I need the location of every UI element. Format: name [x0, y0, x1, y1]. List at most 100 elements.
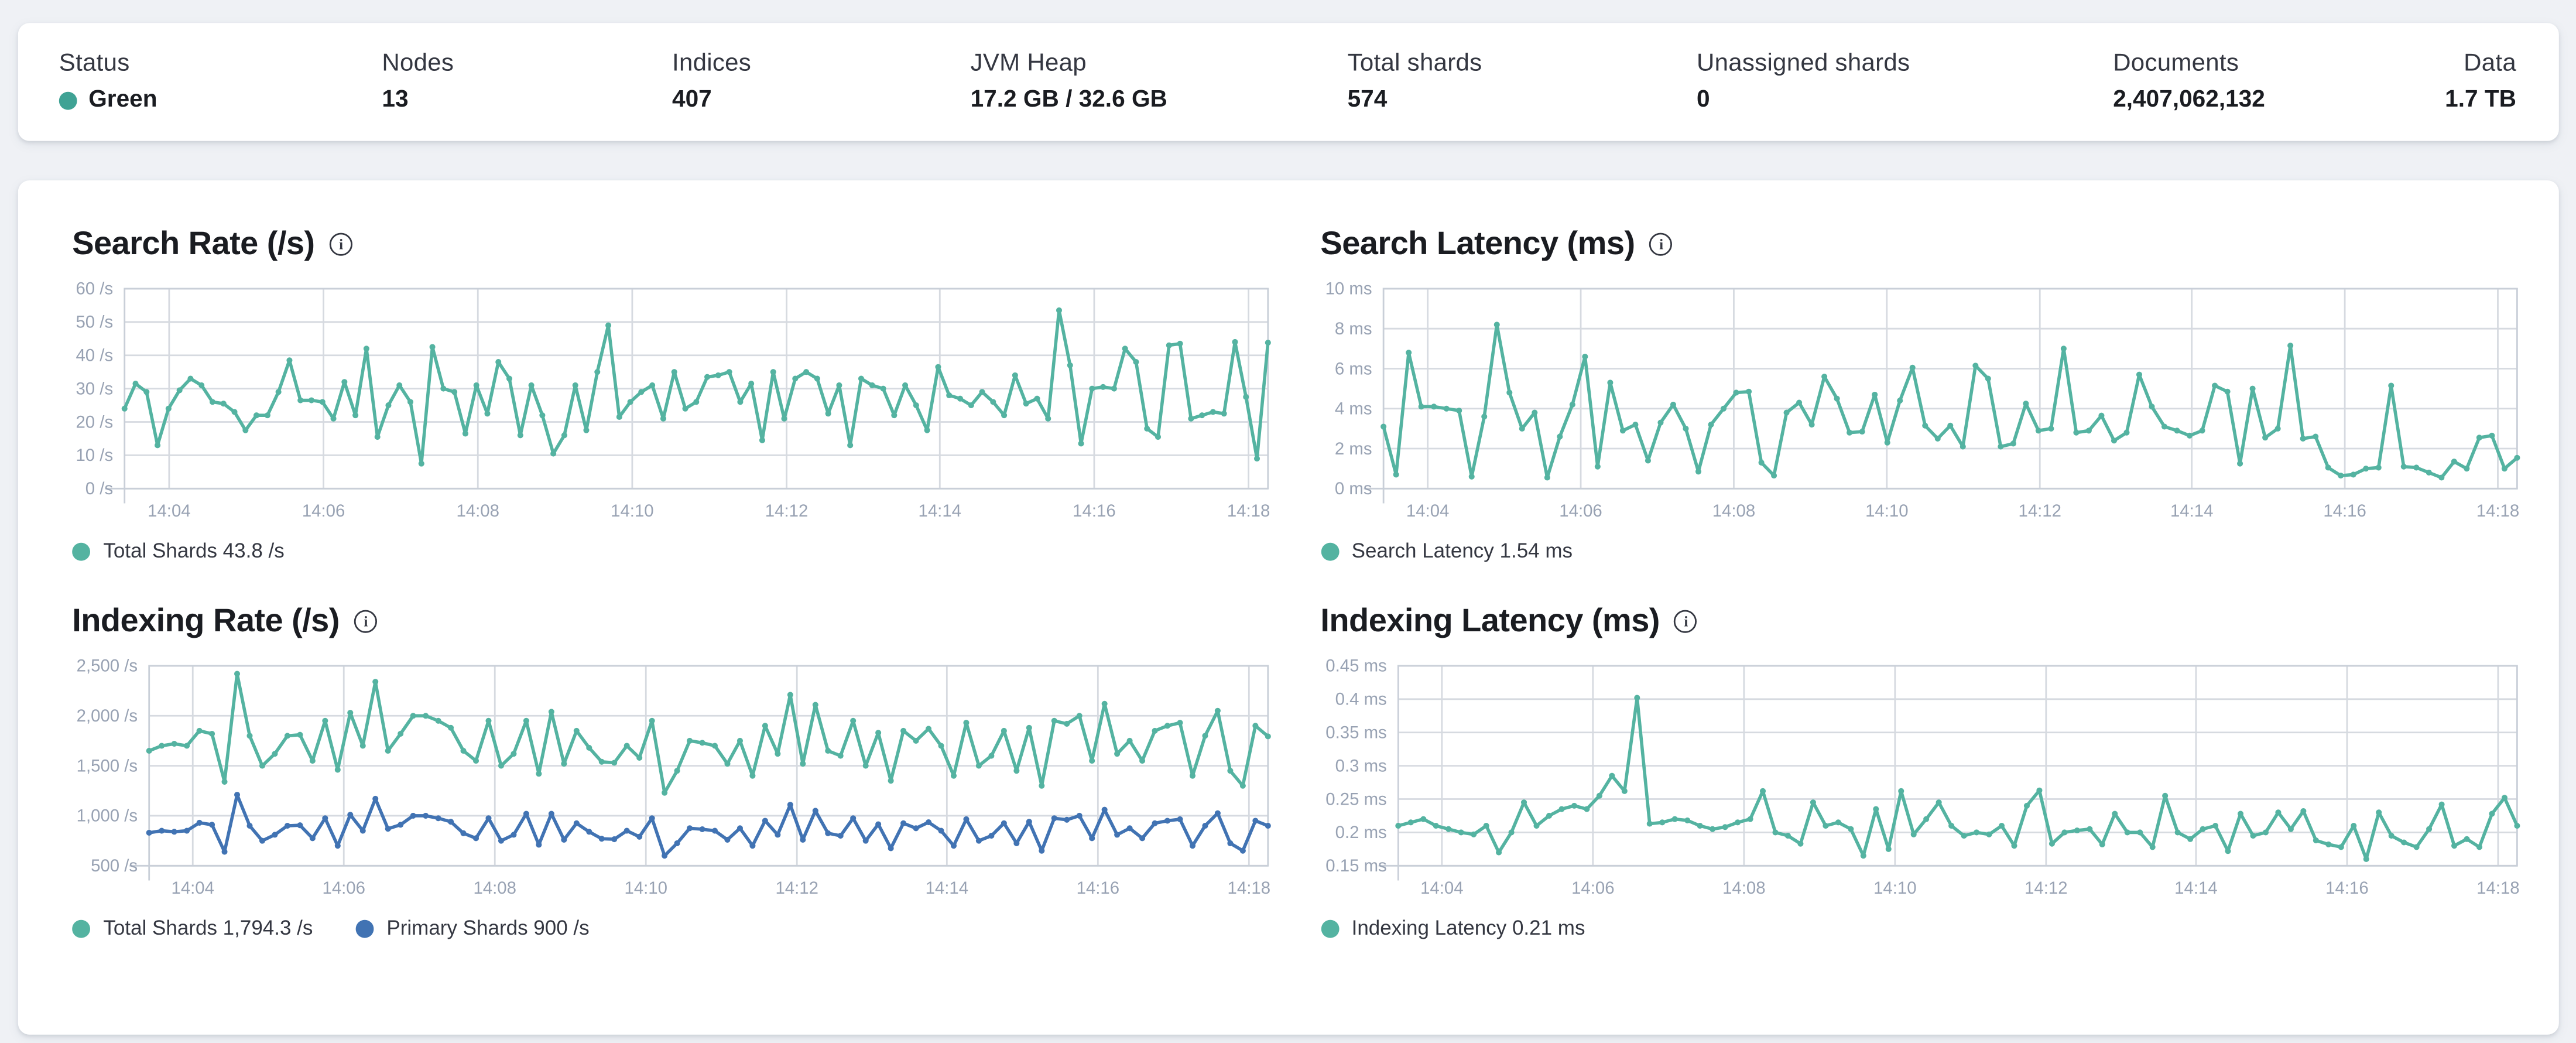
legend-dot-icon — [1320, 542, 1339, 560]
svg-text:10 /s: 10 /s — [76, 446, 113, 465]
chart-indexing-rate: Indexing Rate (/s) i 500 /s 1,000 /s 1,500… — [72, 600, 1271, 941]
stat-indices: Indices 407 — [672, 47, 971, 117]
stat-jvm-heap: JVM Heap 17.2 GB / 32.6 GB — [971, 47, 1348, 117]
legend-label: Search Latency 1.54 ms — [1351, 539, 1573, 563]
chart-plot[interactable]: 0 /s 10 /s 20 /s 30 /s 40 /s 50 /s 60 /s 14:04 1… — [72, 279, 1271, 526]
svg-text:0.35 ms: 0.35 ms — [1325, 723, 1386, 743]
svg-text:40 /s: 40 /s — [76, 346, 113, 365]
stat-nodes: Nodes 13 — [382, 47, 672, 117]
stat-label: Nodes — [382, 49, 454, 77]
stat-value: 2,407,062,132 — [2113, 87, 2265, 114]
stat-value: 574 — [1347, 87, 1388, 114]
svg-text:14:16: 14:16 — [1073, 501, 1115, 521]
info-icon[interactable]: i — [354, 610, 378, 633]
svg-text:14:08: 14:08 — [456, 501, 499, 521]
stat-total-shards: Total shards 574 — [1348, 47, 1697, 117]
svg-text:14:12: 14:12 — [2017, 501, 2060, 521]
chart-title: Search Rate (/s) — [72, 226, 315, 262]
svg-text:10 ms: 10 ms — [1324, 279, 1371, 299]
stat-value: 0 — [1697, 87, 1710, 114]
svg-text:20 /s: 20 /s — [76, 412, 113, 432]
svg-text:14:18: 14:18 — [2476, 878, 2519, 898]
legend-label: Total Shards 1,794.3 /s — [103, 917, 313, 940]
stat-label: Data — [2464, 49, 2516, 77]
svg-text:14:04: 14:04 — [172, 878, 214, 898]
legend-item-indexing-latency[interactable]: Indexing Latency 0.21 ms — [1320, 915, 1585, 941]
svg-text:4 ms: 4 ms — [1334, 399, 1372, 419]
stat-label: Status — [59, 49, 130, 77]
svg-text:2,000 /s: 2,000 /s — [77, 706, 138, 726]
chart-legend: Indexing Latency 0.21 ms — [1320, 915, 2519, 941]
svg-text:50 /s: 50 /s — [76, 313, 113, 332]
stat-label: Unassigned shards — [1697, 49, 1910, 77]
chart-search-rate: Search Rate (/s) i 0 /s 10 /s 20 /s 30 /s 40… — [72, 223, 1271, 564]
svg-text:0 /s: 0 /s — [85, 479, 113, 498]
legend-item-search-latency[interactable]: Search Latency 1.54 ms — [1320, 538, 1573, 564]
svg-text:14:04: 14:04 — [1406, 501, 1448, 521]
legend-label: Primary Shards 900 /s — [386, 917, 590, 940]
stat-label: Documents — [2113, 49, 2239, 77]
info-icon[interactable]: i — [329, 232, 352, 256]
chart-plot[interactable]: 0.15 ms 0.2 ms 0.25 ms 0.3 ms 0.35 ms 0.4 ms 0… — [1320, 656, 2520, 904]
cluster-status-bar: Status Green Nodes 13 Indices 407 JVM He… — [18, 23, 2559, 141]
svg-text:14:04: 14:04 — [1420, 878, 1462, 898]
charts-panel: Search Rate (/s) i 0 /s 10 /s 20 /s 30 /s 40… — [18, 180, 2559, 1035]
svg-text:14:06: 14:06 — [1558, 501, 1601, 521]
svg-text:0.15 ms: 0.15 ms — [1325, 856, 1386, 876]
legend-item-total-shards[interactable]: Total Shards 1,794.3 /s — [72, 915, 313, 941]
svg-text:14:16: 14:16 — [2325, 878, 2368, 898]
svg-text:14:16: 14:16 — [2322, 501, 2365, 521]
svg-text:8 ms: 8 ms — [1334, 319, 1372, 338]
stat-value: 1.7 TB — [2445, 87, 2516, 114]
svg-text:6 ms: 6 ms — [1334, 359, 1372, 378]
chart-legend: Total Shards 1,794.3 /s Primary Shards 90… — [72, 915, 1271, 941]
chart-plot[interactable]: 500 /s 1,000 /s 1,500 /s 2,000 /s 2,500 /s 14… — [72, 656, 1271, 904]
svg-text:500 /s: 500 /s — [91, 856, 138, 876]
legend-label: Indexing Latency 0.21 ms — [1351, 917, 1585, 940]
svg-text:0.2 ms: 0.2 ms — [1334, 823, 1386, 842]
svg-text:14:18: 14:18 — [1228, 878, 1270, 898]
chart-legend: Total Shards 43.8 /s — [72, 538, 1271, 564]
svg-text:1,000 /s: 1,000 /s — [77, 806, 138, 826]
svg-text:14:06: 14:06 — [302, 501, 345, 521]
svg-text:0 ms: 0 ms — [1334, 479, 1372, 498]
chart-title: Indexing Rate (/s) — [72, 603, 340, 640]
chart-legend: Search Latency 1.54 ms — [1320, 538, 2519, 564]
svg-text:14:12: 14:12 — [765, 501, 808, 521]
stat-label: JVM Heap — [970, 49, 1087, 77]
svg-text:14:12: 14:12 — [775, 878, 818, 898]
svg-text:14:06: 14:06 — [1571, 878, 1614, 898]
stat-data-size: Data 1.7 TB — [2445, 47, 2516, 117]
chart-indexing-latency: Indexing Latency (ms) i 0.15 ms 0.2 ms 0.2… — [1320, 600, 2520, 941]
legend-dot-icon — [1320, 919, 1339, 938]
health-status-dot-icon — [59, 91, 77, 110]
info-icon[interactable]: i — [1649, 232, 1673, 256]
stat-value: 407 — [672, 87, 712, 114]
legend-label: Total Shards 43.8 /s — [103, 539, 285, 563]
stat-documents: Documents 2,407,062,132 — [2113, 47, 2445, 117]
legend-item-total-shards[interactable]: Total Shards 43.8 /s — [72, 538, 285, 564]
charts-grid: Search Rate (/s) i 0 /s 10 /s 20 /s 30 /s 40… — [18, 180, 2559, 941]
chart-plot[interactable]: 0 ms 2 ms 4 ms 6 ms 8 ms 10 ms 14:04 14:06 14:08… — [1320, 279, 2520, 526]
svg-text:14:16: 14:16 — [1077, 878, 1119, 898]
stat-value: 17.2 GB / 32.6 GB — [970, 87, 1167, 114]
svg-text:14:18: 14:18 — [2475, 501, 2518, 521]
svg-text:14:08: 14:08 — [473, 878, 516, 898]
svg-text:0.3 ms: 0.3 ms — [1334, 756, 1386, 775]
svg-text:30 /s: 30 /s — [76, 379, 113, 398]
svg-text:14:06: 14:06 — [322, 878, 365, 898]
svg-text:14:04: 14:04 — [148, 501, 190, 521]
svg-text:14:08: 14:08 — [1722, 878, 1765, 898]
svg-text:0.25 ms: 0.25 ms — [1325, 789, 1386, 809]
chart-search-latency: Search Latency (ms) i 0 ms 2 ms 4 ms 6 ms 8 … — [1320, 223, 2520, 564]
stat-label: Total shards — [1347, 49, 1482, 77]
svg-text:2 ms: 2 ms — [1334, 439, 1372, 459]
svg-text:14:14: 14:14 — [2170, 501, 2212, 521]
svg-text:0.4 ms: 0.4 ms — [1334, 690, 1386, 709]
chart-title: Indexing Latency (ms) — [1320, 603, 1660, 640]
svg-text:14:14: 14:14 — [919, 501, 961, 521]
stat-label: Indices — [672, 49, 752, 77]
legend-item-primary-shards[interactable]: Primary Shards 900 /s — [355, 915, 590, 941]
info-icon[interactable]: i — [1674, 610, 1698, 633]
